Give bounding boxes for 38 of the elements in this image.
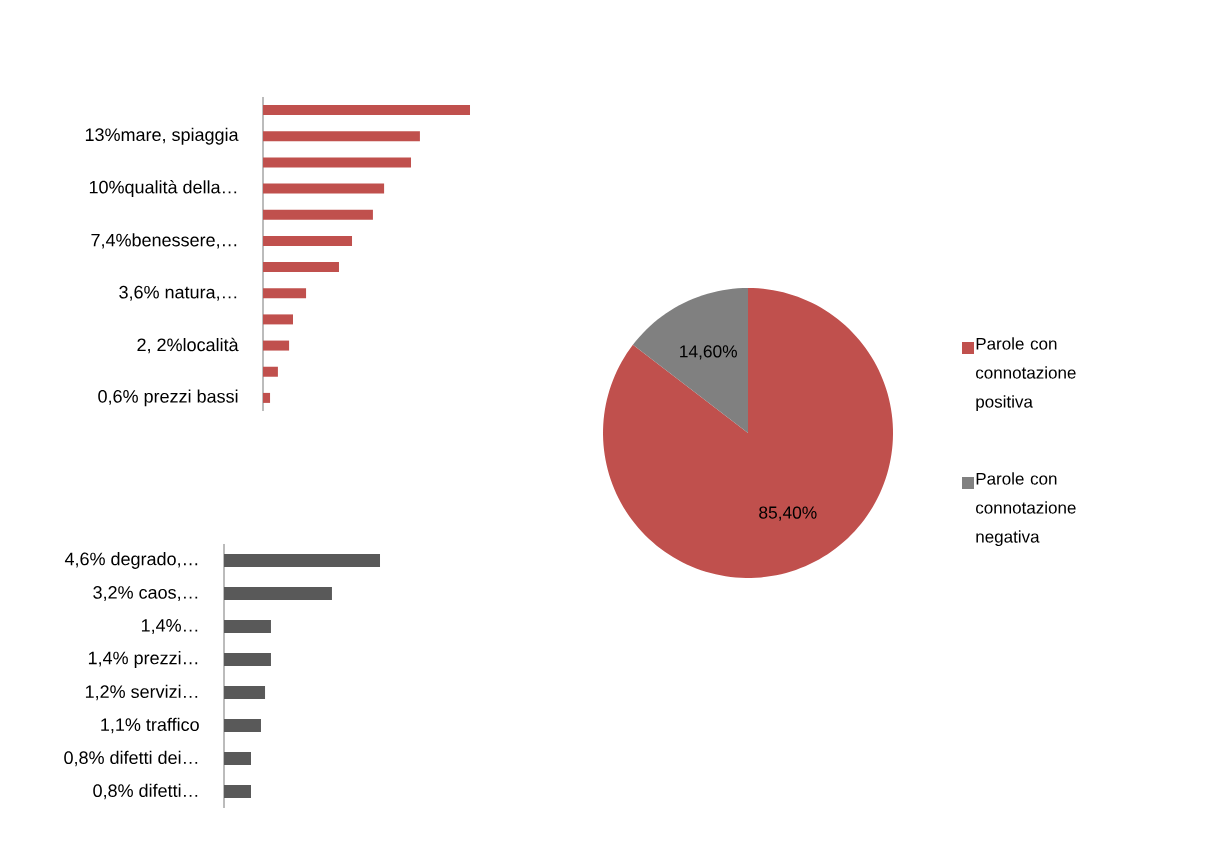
bar — [224, 553, 381, 567]
bar — [224, 586, 332, 600]
y-tick-label: 3,2% caos,… — [93, 586, 198, 601]
y-tick-label: 7,4%benessere,… — [91, 233, 237, 249]
bar — [263, 366, 278, 377]
y-tick-label: 1,4%… — [141, 619, 198, 634]
bar — [263, 235, 353, 246]
bar — [263, 209, 373, 220]
legend-label: Parole con connotazione negativa — [976, 472, 1076, 547]
y-tick-label: 0,6% prezzi bassi — [98, 389, 238, 407]
bar — [224, 718, 261, 732]
bar — [263, 105, 470, 116]
data-label: 85,40% — [759, 506, 817, 521]
bar — [263, 314, 294, 325]
y-tick-label: 1,1% traffico — [101, 717, 199, 734]
y-tick-label: 0,8% difetti… — [93, 783, 198, 800]
bar — [263, 340, 290, 351]
bar — [224, 685, 266, 699]
y-tick-label: 13%mare, spiaggia — [85, 127, 239, 145]
y-tick-label: 4,6% degrado,… — [64, 552, 198, 569]
bar — [263, 392, 271, 403]
y-tick-label: 2, 2%località — [137, 337, 239, 354]
y-tick-label: 3,6% natura,… — [119, 285, 237, 301]
bar — [263, 183, 385, 194]
bar — [263, 288, 307, 299]
y-tick-label: 1,4% prezzi… — [88, 651, 198, 668]
bar — [224, 751, 251, 765]
bar — [224, 619, 271, 633]
bar — [224, 784, 251, 798]
bar — [263, 157, 412, 168]
y-tick-label: 10%qualità della… — [89, 180, 237, 198]
data-label: 14,60% — [680, 345, 737, 360]
legend-label: Parole con connotazione positiva — [976, 337, 1076, 412]
bar — [263, 131, 420, 142]
y-tick-label: 0,8% difetti dei… — [64, 750, 198, 767]
bar — [263, 262, 339, 273]
y-tick-label: 1,2% servizi… — [85, 684, 198, 701]
bar — [224, 652, 271, 666]
